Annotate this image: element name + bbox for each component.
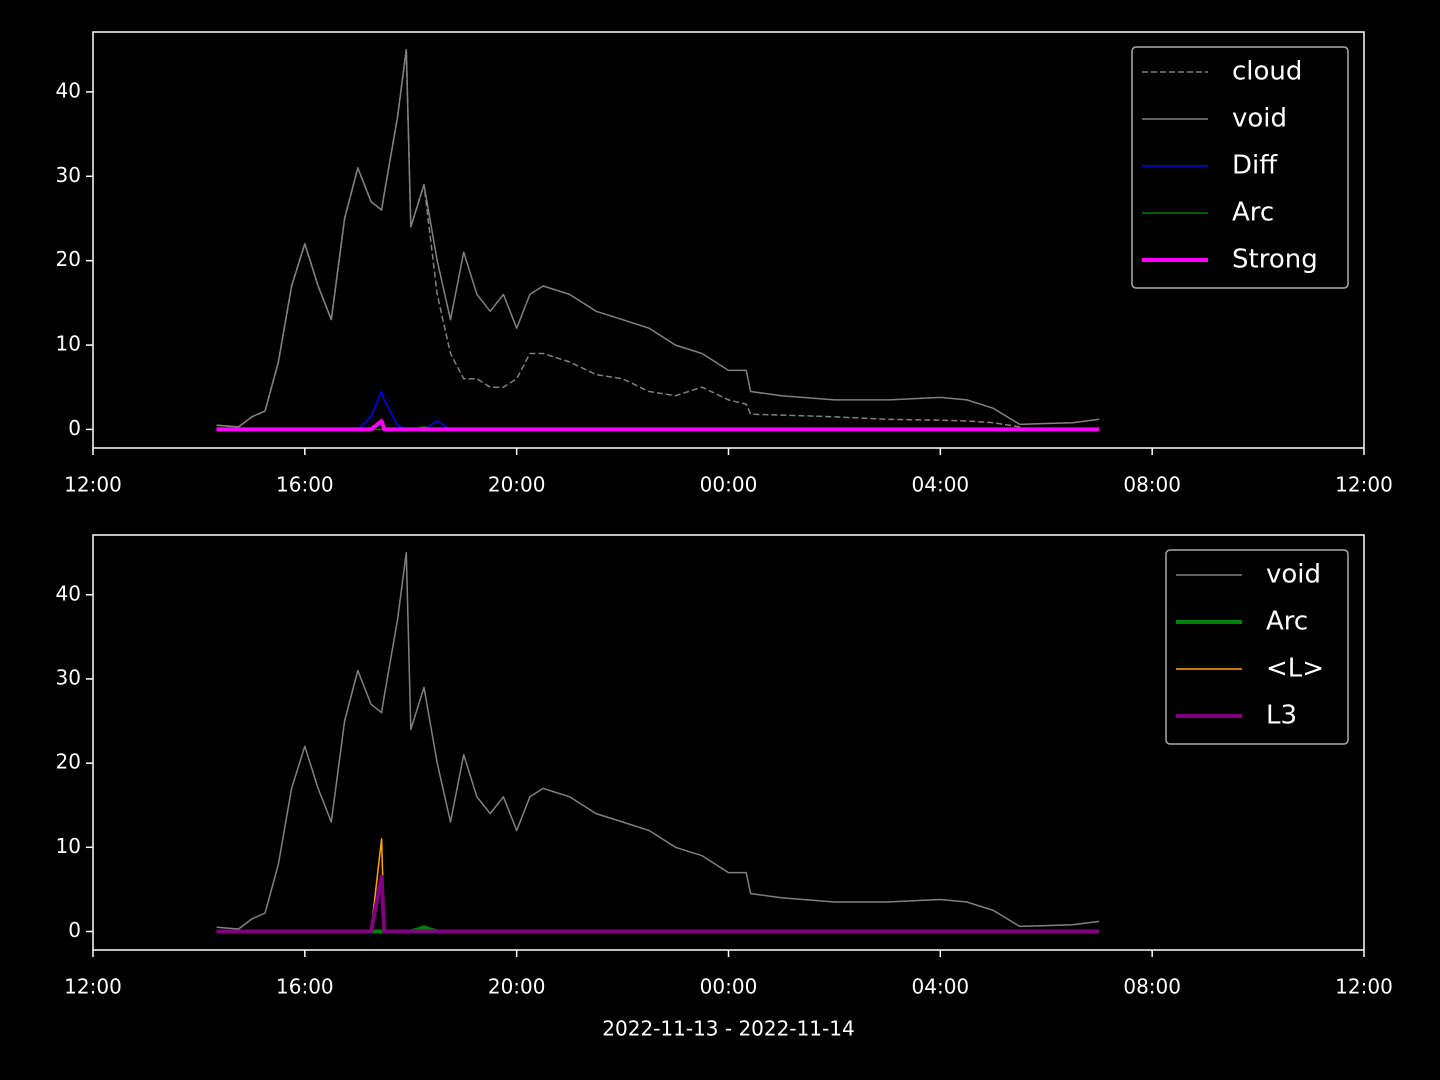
series-line bbox=[216, 874, 1100, 934]
y-tick-label: 10 bbox=[56, 332, 81, 356]
legend-box bbox=[1165, 549, 1349, 745]
y-tick-label: 40 bbox=[56, 581, 81, 605]
legend-box bbox=[1131, 46, 1349, 289]
x-tick-label: 20:00 bbox=[488, 975, 546, 999]
plot-area bbox=[92, 534, 1365, 951]
x-axis-label: 2022-11-13 - 2022-11-14 bbox=[602, 1017, 854, 1041]
y-tick-label: 10 bbox=[56, 834, 81, 858]
x-tick-label: 08:00 bbox=[1123, 975, 1181, 999]
x-tick-label: 12:00 bbox=[1335, 473, 1393, 497]
y-tick-label: 20 bbox=[56, 247, 81, 271]
x-tick-label: 16:00 bbox=[276, 473, 334, 497]
x-tick-label: 00:00 bbox=[700, 975, 758, 999]
x-tick-label: 08:00 bbox=[1123, 473, 1181, 497]
legend-label: Diff bbox=[1232, 151, 1278, 181]
x-tick-label: 04:00 bbox=[912, 975, 970, 999]
legend-label: Strong bbox=[1232, 245, 1318, 275]
x-tick-label: 20:00 bbox=[488, 473, 546, 497]
legend-label: <L> bbox=[1266, 654, 1324, 684]
x-tick-label: 00:00 bbox=[700, 473, 758, 497]
x-tick-label: 16:00 bbox=[276, 975, 334, 999]
legend-label: void bbox=[1232, 104, 1287, 134]
y-tick-label: 30 bbox=[56, 665, 81, 689]
y-tick-label: 40 bbox=[56, 78, 81, 102]
series-line bbox=[216, 48, 1100, 428]
x-tick-label: 12:00 bbox=[64, 473, 122, 497]
y-tick-label: 0 bbox=[68, 416, 81, 440]
y-tick-label: 20 bbox=[56, 750, 81, 774]
y-tick-label: 0 bbox=[68, 918, 81, 942]
x-tick-label: 12:00 bbox=[1335, 975, 1393, 999]
series-line bbox=[216, 419, 1100, 432]
legend-label: void bbox=[1266, 560, 1321, 590]
y-tick-label: 30 bbox=[56, 163, 81, 187]
legend-label: cloud bbox=[1232, 57, 1302, 87]
x-tick-label: 12:00 bbox=[64, 975, 122, 999]
series-line bbox=[216, 551, 1100, 930]
legend-label: Arc bbox=[1266, 607, 1308, 637]
x-tick-label: 04:00 bbox=[912, 473, 970, 497]
legend-label: L3 bbox=[1266, 701, 1297, 731]
legend-label: Arc bbox=[1232, 198, 1274, 228]
